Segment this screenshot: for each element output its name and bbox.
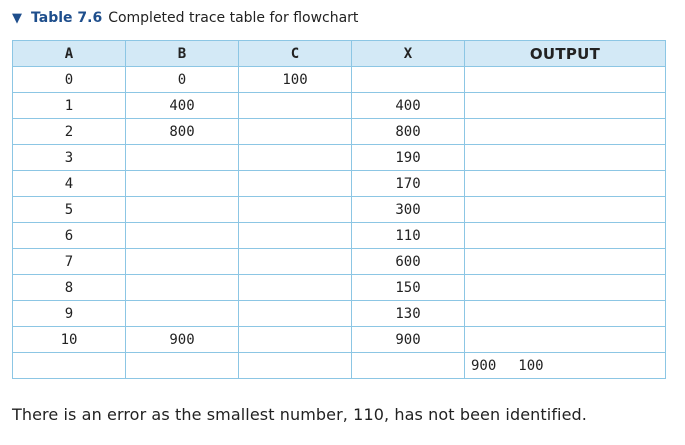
cell-b: 400 [125, 92, 239, 119]
cell-b [125, 248, 239, 275]
cell-a: 9 [12, 300, 126, 327]
cell-a: 3 [12, 144, 126, 171]
cell-b [125, 300, 239, 327]
cell-x: 800 [351, 118, 465, 145]
cell-x: 190 [351, 144, 465, 171]
output-value: 100 [518, 357, 544, 374]
cell-output [464, 326, 666, 353]
cell-c [238, 300, 352, 327]
triangle-down-icon: ▼ [12, 10, 22, 26]
cell-output [464, 170, 666, 197]
cell-b [125, 352, 239, 379]
cell-x: 600 [351, 248, 465, 275]
cell-x: 150 [351, 274, 465, 301]
cell-a: 10 [12, 326, 126, 353]
cell-x: 900 [351, 326, 465, 353]
table-row: 900 100 [12, 352, 666, 379]
cell-a: 5 [12, 196, 126, 223]
cell-b: 0 [125, 66, 239, 93]
cell-c [238, 92, 352, 119]
cell-b [125, 170, 239, 197]
cell-c [238, 274, 352, 301]
table-row: 0 0 100 [12, 66, 666, 93]
cell-c [238, 118, 352, 145]
cell-x: 110 [351, 222, 465, 249]
cell-b [125, 222, 239, 249]
table-row: 9 130 [12, 300, 666, 327]
cell-x [351, 352, 465, 379]
cell-c [238, 144, 352, 171]
table-row: 5 300 [12, 196, 666, 223]
cell-c [238, 196, 352, 223]
cell-a: 1 [12, 92, 126, 119]
caption-label: Table 7.6 [31, 10, 103, 26]
header-x: X [351, 40, 465, 67]
trace-table: A B C X OUTPUT 0 0 100 1 400 400 2 800 8… [12, 40, 666, 379]
table-row: 10 900 900 [12, 326, 666, 353]
cell-output [464, 144, 666, 171]
explanation-text: There is an error as the smallest number… [12, 405, 587, 424]
table-row: 3 190 [12, 144, 666, 171]
header-row: A B C X OUTPUT [12, 40, 666, 67]
output-value: 900 [471, 357, 497, 374]
cell-b [125, 274, 239, 301]
cell-a: 2 [12, 118, 126, 145]
table-caption: ▼ Table 7.6 Completed trace table for fl… [12, 8, 358, 28]
cell-x: 400 [351, 92, 465, 119]
cell-c [238, 170, 352, 197]
cell-output [464, 66, 666, 93]
cell-b: 800 [125, 118, 239, 145]
cell-c: 100 [238, 66, 352, 93]
cell-output [464, 248, 666, 275]
cell-output [464, 92, 666, 119]
header-c: C [238, 40, 352, 67]
cell-x: 170 [351, 170, 465, 197]
cell-c [238, 248, 352, 275]
table-row: 7 600 [12, 248, 666, 275]
cell-b [125, 144, 239, 171]
cell-output [464, 222, 666, 249]
cell-c [238, 326, 352, 353]
cell-output [464, 300, 666, 327]
caption-text: Completed trace table for flowchart [108, 10, 359, 26]
cell-c [238, 222, 352, 249]
table-row: 1 400 400 [12, 92, 666, 119]
cell-x: 130 [351, 300, 465, 327]
table-row: 4 170 [12, 170, 666, 197]
cell-a: 4 [12, 170, 126, 197]
cell-output: 900 100 [464, 352, 666, 379]
cell-output [464, 196, 666, 223]
cell-x [351, 66, 465, 93]
cell-x: 300 [351, 196, 465, 223]
header-a: A [12, 40, 126, 67]
table-row: 8 150 [12, 274, 666, 301]
cell-output [464, 118, 666, 145]
cell-c [238, 352, 352, 379]
cell-a: 6 [12, 222, 126, 249]
cell-b: 900 [125, 326, 239, 353]
table-row: 2 800 800 [12, 118, 666, 145]
cell-a: 0 [12, 66, 126, 93]
cell-a: 8 [12, 274, 126, 301]
header-b: B [125, 40, 239, 67]
cell-a [12, 352, 126, 379]
cell-output [464, 274, 666, 301]
cell-a: 7 [12, 248, 126, 275]
header-output: OUTPUT [464, 40, 666, 67]
cell-b [125, 196, 239, 223]
table-row: 6 110 [12, 222, 666, 249]
